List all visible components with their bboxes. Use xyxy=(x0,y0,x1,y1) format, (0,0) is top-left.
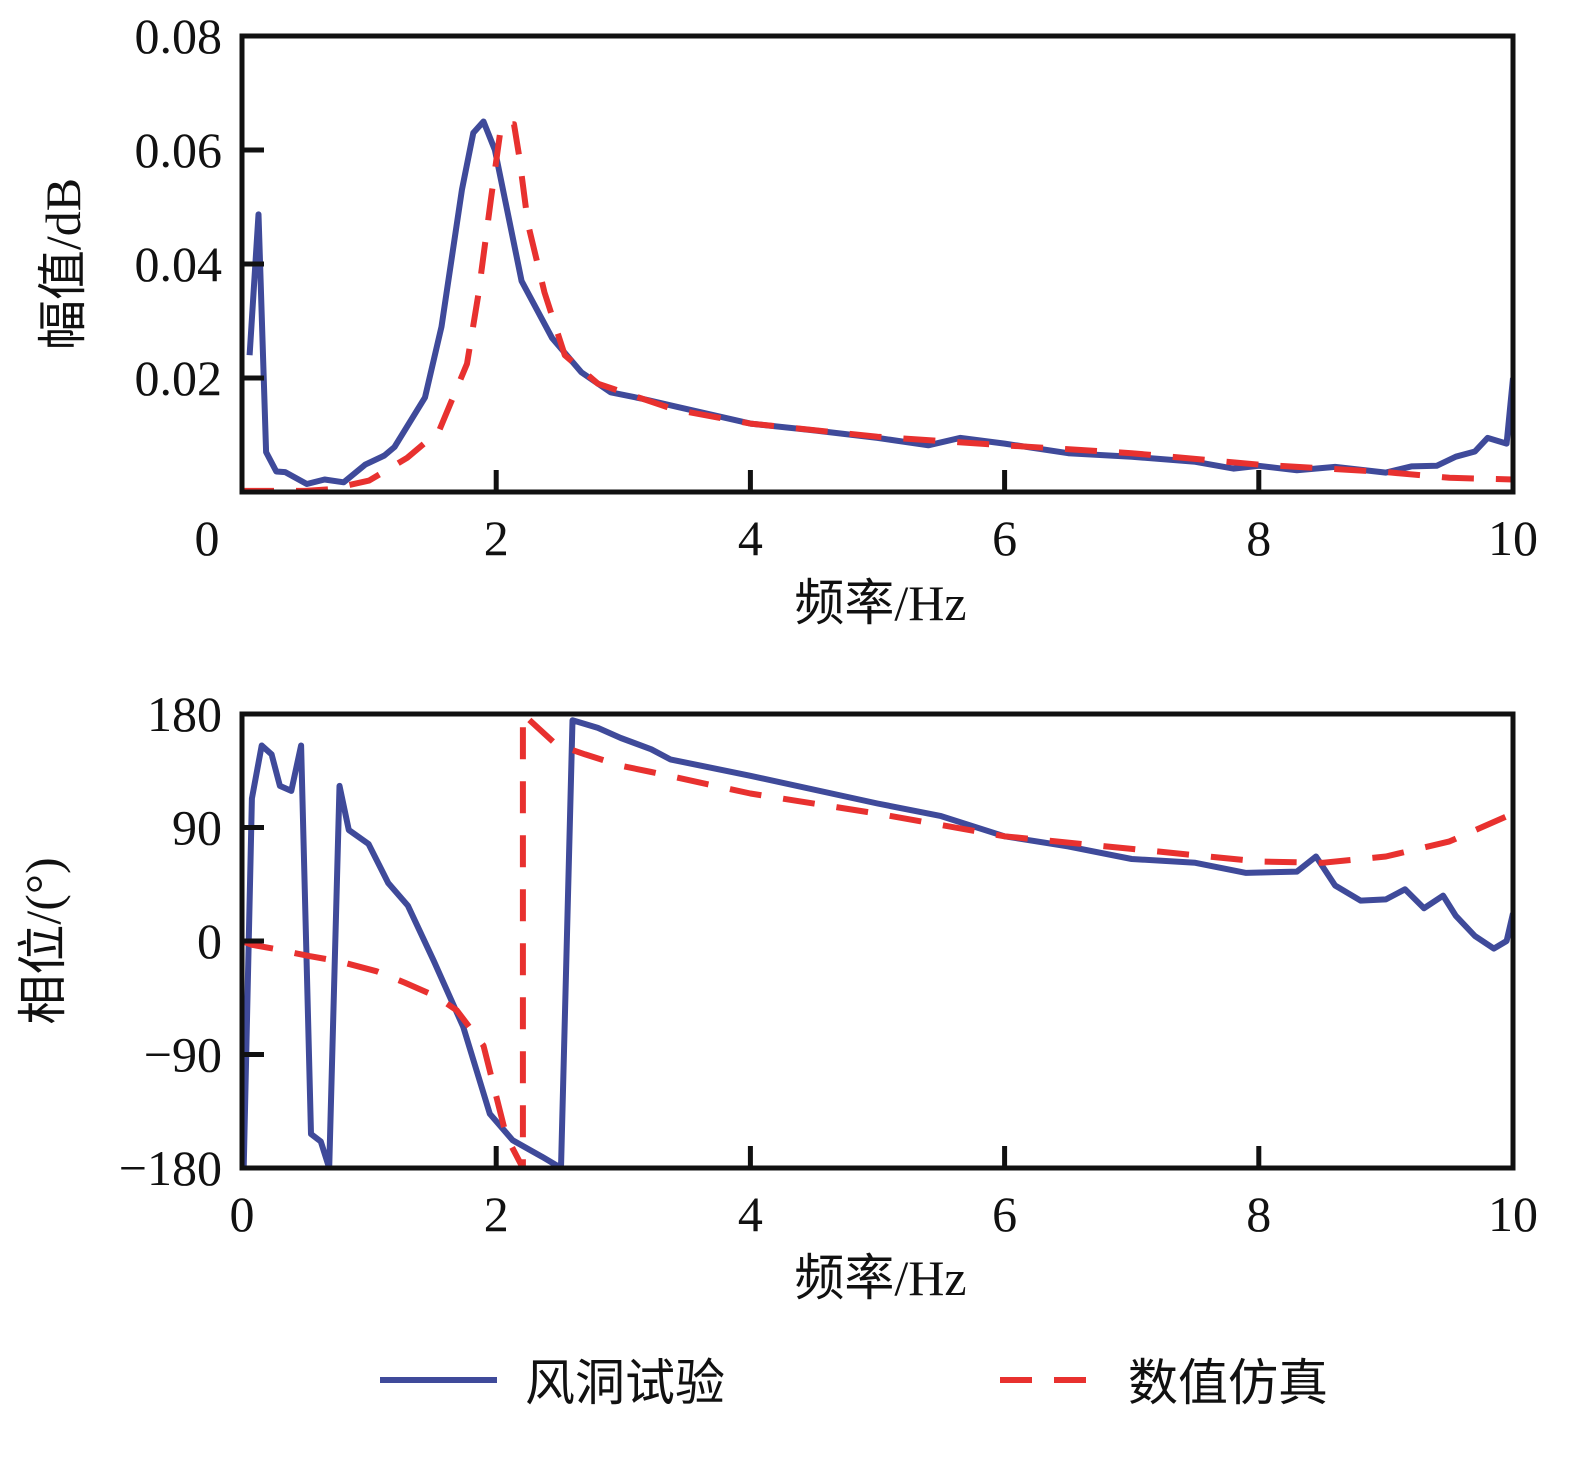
simulation-line xyxy=(242,714,1513,1168)
y-tick-label: −90 xyxy=(144,1027,222,1083)
x-tick-label: 8 xyxy=(1246,510,1271,566)
simulation-line xyxy=(242,121,1513,492)
legend-label-simulation: 数值仿真 xyxy=(1128,1354,1328,1412)
y-tick-label: 90 xyxy=(172,800,222,856)
phase-chart: 0 2 4 6 8 10 180 90 0 −90 −180 频率/Hz 相位/(°) xyxy=(15,686,1538,1306)
y-tick-label: 0 xyxy=(197,913,222,969)
x-axis-label: 频率/Hz xyxy=(794,575,966,631)
plot-frame xyxy=(239,33,1516,495)
y-tick-label: 0.02 xyxy=(135,350,223,406)
x-tick-label: 8 xyxy=(1246,1186,1271,1242)
x-axis-label: 频率/Hz xyxy=(794,1250,966,1306)
amplitude-chart: 0 2 4 6 8 10 0.02 0.04 0.06 0.08 频率/Hz 幅值/dB xyxy=(35,8,1538,631)
x-tick-label: 0 xyxy=(195,510,220,566)
x-tick-label: 6 xyxy=(992,510,1017,566)
x-tick-label: 4 xyxy=(738,510,763,566)
x-tick-label: 2 xyxy=(484,1186,509,1242)
x-tick-label: 10 xyxy=(1488,1186,1538,1242)
y-tick-label: 0.08 xyxy=(135,8,223,64)
y-axis-label: 相位/(°) xyxy=(15,857,71,1024)
y-tick-label: −180 xyxy=(119,1140,222,1196)
y-tick-label: 0.04 xyxy=(135,236,223,292)
y-tick-label: 180 xyxy=(147,686,222,742)
plot-frame xyxy=(239,711,1516,1171)
x-tick-label: 6 xyxy=(992,1186,1017,1242)
x-tick-label: 4 xyxy=(738,1186,763,1242)
wind-tunnel-line xyxy=(246,118,1513,487)
x-tick-label: 2 xyxy=(484,510,509,566)
wind-tunnel-line xyxy=(242,717,1513,1168)
legend: 风洞试验 数值仿真 xyxy=(380,1354,1328,1412)
y-tick-label: 0.06 xyxy=(135,122,223,178)
legend-label-wind-tunnel: 风洞试验 xyxy=(525,1354,725,1412)
y-axis-label: 幅值/dB xyxy=(35,178,91,350)
x-tick-label: 0 xyxy=(230,1186,255,1242)
x-tick-label: 10 xyxy=(1488,510,1538,566)
